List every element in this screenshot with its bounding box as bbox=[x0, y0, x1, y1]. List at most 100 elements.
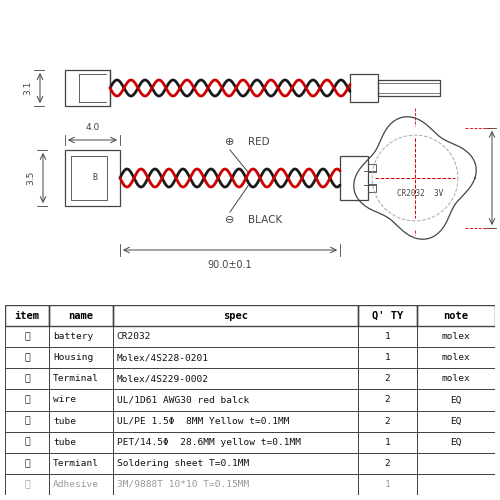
Bar bbox=[5, 390, 49, 410]
Bar bbox=[358, 410, 416, 432]
Bar bbox=[65, 150, 120, 206]
Bar bbox=[49, 326, 113, 347]
Text: ⑦: ⑦ bbox=[24, 459, 30, 468]
Text: Housing: Housing bbox=[53, 354, 94, 362]
Bar bbox=[358, 368, 416, 390]
Text: Termianl: Termianl bbox=[53, 459, 99, 468]
Text: RED: RED bbox=[248, 137, 270, 147]
Text: 90.0±0.1: 90.0±0.1 bbox=[208, 260, 252, 270]
Text: molex: molex bbox=[442, 374, 470, 384]
Text: 2: 2 bbox=[384, 396, 390, 404]
Text: 1: 1 bbox=[384, 354, 390, 362]
Text: Adhesive: Adhesive bbox=[53, 480, 99, 489]
Text: note: note bbox=[444, 310, 468, 320]
Text: ⊖: ⊖ bbox=[226, 215, 234, 225]
Text: CR2032  3V: CR2032 3V bbox=[397, 188, 443, 198]
Text: molex: molex bbox=[442, 332, 470, 341]
Bar bbox=[358, 326, 416, 347]
Text: wire: wire bbox=[53, 396, 76, 404]
Bar bbox=[416, 368, 495, 390]
Bar bbox=[113, 474, 358, 495]
Bar bbox=[378, 80, 440, 96]
Text: molex: molex bbox=[442, 354, 470, 362]
Text: 2: 2 bbox=[384, 416, 390, 426]
Bar bbox=[5, 474, 49, 495]
Bar bbox=[49, 432, 113, 453]
Bar bbox=[416, 432, 495, 453]
Text: ⑥: ⑥ bbox=[24, 438, 30, 446]
Bar bbox=[368, 184, 376, 192]
Text: PET/14.5Φ  28.6MM yellow t=0.1MM: PET/14.5Φ 28.6MM yellow t=0.1MM bbox=[116, 438, 300, 446]
Bar bbox=[358, 432, 416, 453]
Bar bbox=[358, 305, 416, 326]
Bar bbox=[49, 453, 113, 474]
Bar bbox=[5, 432, 49, 453]
Bar bbox=[350, 74, 378, 102]
Bar bbox=[5, 305, 49, 326]
Text: spec: spec bbox=[223, 310, 248, 320]
Bar bbox=[416, 305, 495, 326]
Bar bbox=[49, 410, 113, 432]
Text: ⑤: ⑤ bbox=[24, 416, 30, 426]
Text: CR2032: CR2032 bbox=[116, 332, 151, 341]
Text: Molex/4S228-0201: Molex/4S228-0201 bbox=[116, 354, 208, 362]
Bar bbox=[49, 390, 113, 410]
Bar bbox=[340, 156, 368, 200]
Bar bbox=[5, 326, 49, 347]
Bar bbox=[5, 410, 49, 432]
Bar bbox=[416, 410, 495, 432]
Text: tube: tube bbox=[53, 416, 76, 426]
Bar bbox=[358, 474, 416, 495]
Bar bbox=[416, 453, 495, 474]
Text: ⑧: ⑧ bbox=[24, 480, 30, 489]
Text: EQ: EQ bbox=[450, 438, 462, 446]
Text: Molex/4S229-0002: Molex/4S229-0002 bbox=[116, 374, 208, 384]
Bar bbox=[416, 474, 495, 495]
Text: 1: 1 bbox=[384, 332, 390, 341]
Bar bbox=[416, 326, 495, 347]
Bar bbox=[113, 432, 358, 453]
Text: ④: ④ bbox=[24, 396, 30, 404]
Text: battery: battery bbox=[53, 332, 94, 341]
Bar bbox=[113, 368, 358, 390]
Bar bbox=[113, 326, 358, 347]
Text: B: B bbox=[92, 174, 97, 182]
Text: 1: 1 bbox=[384, 480, 390, 489]
Text: Soldering sheet T=0.1MM: Soldering sheet T=0.1MM bbox=[116, 459, 249, 468]
Bar bbox=[368, 164, 376, 172]
Bar bbox=[5, 347, 49, 368]
Text: 3M/9888T 10*10 T=0.15MM: 3M/9888T 10*10 T=0.15MM bbox=[116, 480, 249, 489]
Bar bbox=[5, 368, 49, 390]
Bar bbox=[113, 410, 358, 432]
Text: BLACK: BLACK bbox=[248, 215, 282, 225]
Text: ⊕: ⊕ bbox=[226, 137, 234, 147]
Bar bbox=[416, 390, 495, 410]
Bar bbox=[358, 453, 416, 474]
Text: ①: ① bbox=[24, 332, 30, 341]
Text: 3.5: 3.5 bbox=[26, 171, 36, 185]
Text: 2: 2 bbox=[384, 374, 390, 384]
Text: ③: ③ bbox=[24, 374, 30, 384]
Text: EQ: EQ bbox=[450, 416, 462, 426]
Text: UL/1D61 AWG30 red balck: UL/1D61 AWG30 red balck bbox=[116, 396, 249, 404]
Bar bbox=[71, 156, 107, 200]
Text: 3.1: 3.1 bbox=[24, 81, 32, 95]
Bar bbox=[49, 368, 113, 390]
Bar bbox=[49, 305, 113, 326]
Text: Q' TY: Q' TY bbox=[372, 310, 403, 320]
Bar bbox=[358, 390, 416, 410]
Text: 1: 1 bbox=[384, 438, 390, 446]
Text: item: item bbox=[14, 310, 40, 320]
Text: 4.0: 4.0 bbox=[86, 123, 100, 132]
Bar bbox=[416, 347, 495, 368]
Bar bbox=[49, 474, 113, 495]
Bar bbox=[113, 390, 358, 410]
Bar bbox=[358, 347, 416, 368]
Text: EQ: EQ bbox=[450, 396, 462, 404]
Bar bbox=[113, 305, 358, 326]
Text: tube: tube bbox=[53, 438, 76, 446]
Text: ②: ② bbox=[24, 354, 30, 362]
Bar bbox=[5, 453, 49, 474]
Bar bbox=[49, 347, 113, 368]
Text: name: name bbox=[68, 310, 94, 320]
